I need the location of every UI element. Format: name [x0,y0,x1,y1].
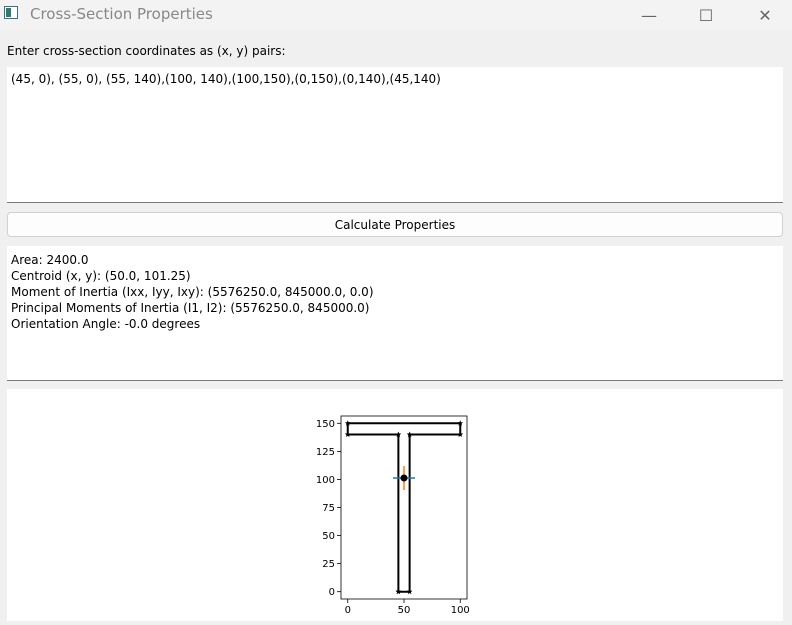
orientation-angle-result: Orientation Angle: -0.0 degrees [11,317,201,331]
vertex-marker [395,431,402,437]
vertex-marker [344,431,351,437]
x-tick-label: 50 [398,605,411,616]
app-icon [4,6,18,19]
coordinates-prompt-label: Enter cross-section coordinates as (x, y… [7,44,286,58]
principal-moments-result: Principal Moments of Inertia (I1, I2): (… [11,301,370,315]
vertex-marker [457,431,464,437]
y-tick-label: 125 [316,447,335,458]
window-title: Cross-Section Properties [30,5,213,23]
section-outline [346,422,462,593]
vertex-marker [406,588,413,595]
moment-of-inertia-result: Moment of Inertia (Ixx, Iyy, Ixy): (5576… [11,285,374,299]
centroid-marker [400,474,408,482]
y-tick-label: 50 [322,531,335,542]
centroid-result: Centroid (x, y): (50.0, 101.25) [11,269,191,283]
vertex-marker [457,420,464,426]
minimize-button[interactable]: — [641,5,657,25]
plot-canvas: 0 50 100 0 25 50 75 100 125 150 [7,389,783,621]
y-tick-label: 0 [329,587,335,598]
close-button[interactable]: ✕ [758,5,772,25]
coordinates-input[interactable]: (45, 0), (55, 0), (55, 140),(100, 140),(… [7,67,783,203]
y-tick-label: 150 [316,419,335,430]
y-tick-label: 25 [322,559,335,570]
plot-frame [340,415,468,600]
title-bar: Cross-Section Properties — ☐ ✕ [0,0,792,30]
x-tick-label: 0 [345,605,351,616]
vertex-marker [344,420,351,426]
y-tick-label: 100 [316,475,335,486]
maximize-button[interactable]: ☐ [698,5,714,25]
cross-section-plot: 0 50 100 0 25 50 75 100 125 150 [316,415,470,616]
area-result: Area: 2400.0 [11,253,89,267]
vertex-marker [406,431,413,437]
vertex-marker [395,588,402,595]
y-tick-label: 75 [322,503,335,514]
calculate-properties-button[interactable]: Calculate Properties [7,212,783,237]
results-output: Area: 2400.0 Centroid (x, y): (50.0, 101… [7,246,783,381]
x-tick-label: 100 [451,605,470,616]
